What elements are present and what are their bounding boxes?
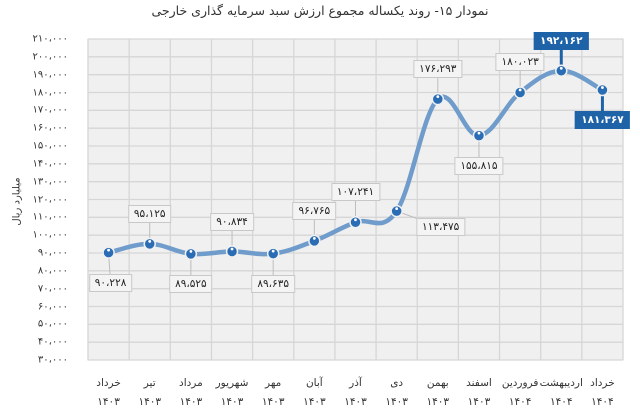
x-tick-label: بهمن ۱۴۰۳ — [413, 374, 463, 412]
y-tick-label: ۱۳۰،۰۰۰ — [32, 176, 68, 188]
x-tick-month: آذر — [349, 377, 362, 389]
x-tick-year: ۱۴۰۳ — [220, 396, 244, 408]
x-tick-month: تیر — [143, 377, 156, 389]
x-tick-month: اردیبهشت — [539, 377, 583, 389]
data-point-marker — [225, 245, 239, 258]
data-point-marker — [349, 216, 362, 229]
x-tick-label: دی ۱۴۰۳ — [372, 374, 422, 412]
data-label: ۱۱۳،۴۷۵ — [416, 218, 466, 237]
marker-highlight — [354, 218, 357, 222]
x-tick-month: بهمن — [426, 377, 449, 389]
data-point-marker — [308, 234, 321, 248]
marker-highlight — [107, 248, 110, 252]
data-point-marker — [102, 246, 115, 259]
y-tick-label: ۱۷۰،۰۰۰ — [32, 104, 68, 116]
marker-highlight — [230, 247, 234, 251]
x-tick-year: ۱۴۰۳ — [303, 396, 326, 408]
marker-highlight — [189, 249, 193, 253]
y-tick-label: ۹۰،۰۰۰ — [37, 247, 68, 259]
data-point-marker — [472, 129, 486, 142]
x-tick-label: آبان ۱۴۰۳ — [289, 374, 339, 412]
x-tick-label: خرداد ۱۴۰۳ — [84, 374, 134, 412]
data-point-marker — [184, 247, 198, 261]
y-tick-label: ۱۶۰،۰۰۰ — [32, 122, 68, 134]
marker-highlight — [148, 239, 152, 243]
x-tick-month: شهریور — [215, 377, 249, 389]
x-tick-year: ۱۴۰۳ — [344, 396, 367, 408]
data-point-marker — [431, 92, 445, 106]
x-tick-year: ۱۴۰۳ — [426, 396, 450, 408]
x-tick-year: ۱۴۰۴ — [508, 396, 532, 408]
data-point-marker — [513, 86, 527, 99]
x-tick-month: دی — [390, 377, 404, 389]
x-tick-month: خرداد — [96, 377, 121, 389]
data-label: ۱۹۲،۱۶۲ — [534, 31, 589, 50]
x-tick-label: تیر ۱۴۰۳ — [125, 374, 175, 412]
data-label: ۱۵۵،۸۱۵ — [454, 156, 504, 175]
y-tick-label: ۲۰۰،۰۰۰ — [32, 51, 68, 63]
x-tick-label: شهریور ۱۴۰۳ — [207, 374, 257, 412]
y-tick-label: ۱۱۰،۰۰۰ — [32, 211, 68, 223]
x-tick-year: ۱۴۰۴ — [591, 396, 614, 408]
x-tick-label: اسفند ۱۴۰۳ — [454, 374, 504, 412]
y-tick-label: ۱۹۰،۰۰۰ — [32, 69, 68, 81]
data-label: ۹۵،۱۲۵ — [127, 204, 172, 223]
marker-highlight — [601, 86, 604, 89]
x-tick-label: مهر ۱۴۰۳ — [248, 374, 298, 412]
x-tick-month: فروردین — [501, 377, 539, 389]
marker-highlight — [518, 88, 522, 92]
y-axis-ticks: ۳۰،۰۰۰ ۴۰،۰۰۰ ۵۰،۰۰۰ ۶۰،۰۰۰ ۷۰،۰۰۰ ۸۰،۰۰۰ ۹۰،۰… — [0, 0, 68, 417]
data-label: ۹۶،۷۶۵ — [292, 201, 337, 220]
x-tick-year: ۱۴۰۳ — [385, 396, 408, 408]
data-label: ۹۰،۸۳۴ — [210, 212, 254, 231]
x-tick-year: ۱۴۰۳ — [261, 396, 285, 408]
x-tick-label: آذر ۱۴۰۳ — [331, 374, 381, 412]
x-tick-year: ۱۴۰۳ — [97, 396, 120, 408]
y-tick-label: ۱۰۰،۰۰۰ — [32, 229, 68, 241]
marker-highlight — [312, 237, 316, 240]
marker-highlight — [395, 207, 399, 211]
data-point-marker — [266, 247, 280, 260]
data-label: ۱۰۷،۲۴۱ — [330, 183, 381, 202]
data-label: ۱۷۶،۲۹۳ — [413, 60, 463, 79]
x-tick-label: خرداد ۱۴۰۴ — [577, 374, 627, 412]
x-tick-year: ۱۴۰۴ — [549, 396, 573, 408]
marker-highlight — [436, 95, 440, 99]
x-tick-year: ۱۴۰۳ — [138, 396, 161, 408]
data-label: ۸۹،۵۲۵ — [169, 274, 213, 293]
y-tick-label: ۴۰،۰۰۰ — [37, 336, 68, 348]
x-tick-label: فروردین ۱۴۰۴ — [495, 374, 545, 412]
y-tick-label: ۷۰،۰۰۰ — [37, 283, 68, 295]
data-point-marker — [555, 64, 568, 78]
marker-highlight — [559, 66, 563, 70]
x-tick-year: ۱۴۰۳ — [467, 396, 491, 408]
data-label: ۱۸۱،۳۶۷ — [575, 111, 630, 130]
x-tick-year: ۱۴۰۳ — [179, 396, 203, 408]
marker-highlight — [477, 131, 481, 135]
x-tick-label: اردیبهشت ۱۴۰۴ — [536, 374, 586, 412]
chart-title: نمودار ۱۵- روند یکساله مجموع ارزش سبد سر… — [151, 3, 489, 18]
y-tick-label: ۵۰،۰۰۰ — [37, 318, 68, 330]
x-tick-month: خرداد — [590, 377, 615, 389]
data-label: ۱۸۰،۰۲۳ — [495, 53, 545, 72]
y-tick-label: ۳۰،۰۰۰ — [37, 354, 68, 366]
x-tick-month: مرداد — [179, 377, 203, 389]
x-tick-label: مرداد ۱۴۰۳ — [166, 374, 216, 412]
y-tick-label: ۲۱۰،۰۰۰ — [32, 33, 68, 45]
x-tick-month: آبان — [305, 377, 323, 389]
data-point-marker — [596, 83, 609, 97]
data-point-marker — [143, 237, 156, 251]
x-tick-month: اسفند — [466, 377, 492, 389]
y-tick-label: ۸۰،۰۰۰ — [37, 265, 68, 277]
y-tick-label: ۱۴۰،۰۰۰ — [32, 158, 68, 170]
x-tick-month: مهر — [265, 377, 282, 389]
y-tick-label: ۱۲۰،۰۰۰ — [32, 194, 68, 205]
y-tick-label: ۱۸۰،۰۰۰ — [32, 87, 68, 98]
data-label: ۸۹،۶۳۵ — [251, 274, 295, 293]
y-tick-label: ۱۵۰،۰۰۰ — [32, 140, 68, 152]
data-label: ۹۰،۲۲۸ — [88, 273, 133, 292]
y-tick-label: ۶۰،۰۰۰ — [37, 301, 68, 312]
data-point-marker — [390, 204, 403, 218]
marker-highlight — [271, 249, 275, 253]
